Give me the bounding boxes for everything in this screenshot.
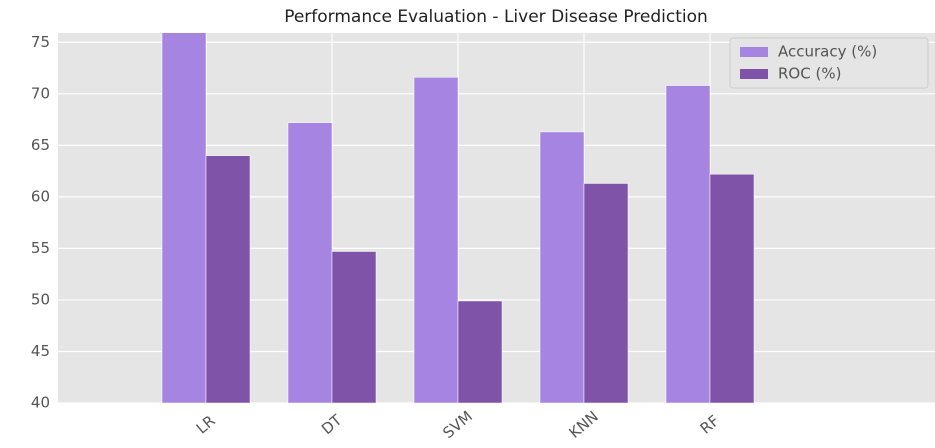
bar [457,300,503,403]
bar [413,77,459,403]
legend-label: ROC (%) [778,65,841,83]
y-tick-label: 40 [31,394,50,412]
bar [583,183,629,403]
legend-box [729,37,929,89]
y-tick-label: 55 [31,239,50,257]
y-tick-label: 45 [31,342,50,360]
x-tick-label: DT [318,411,346,439]
y-tick-label: 65 [31,136,50,154]
y-tick-label: 70 [31,84,50,102]
bar [161,33,207,403]
bar [709,173,755,403]
bar [665,85,711,403]
x-tick-label: LR [193,412,219,438]
y-tick-label: 50 [31,290,50,308]
legend-label: Accuracy (%) [778,43,877,61]
legend-swatch [740,47,768,57]
x-tick-label: KNN [566,407,602,442]
x-tick-label: RF [697,412,723,438]
legend-swatch [740,69,768,79]
x-tick-label: SVM [439,407,476,442]
y-tick-label: 75 [31,33,50,51]
bar [331,251,377,403]
chart-title: Performance Evaluation - Liver Disease P… [284,7,708,27]
bar [205,155,251,403]
y-tick-label: 60 [31,187,50,205]
bar [287,122,333,403]
bar [539,131,585,403]
